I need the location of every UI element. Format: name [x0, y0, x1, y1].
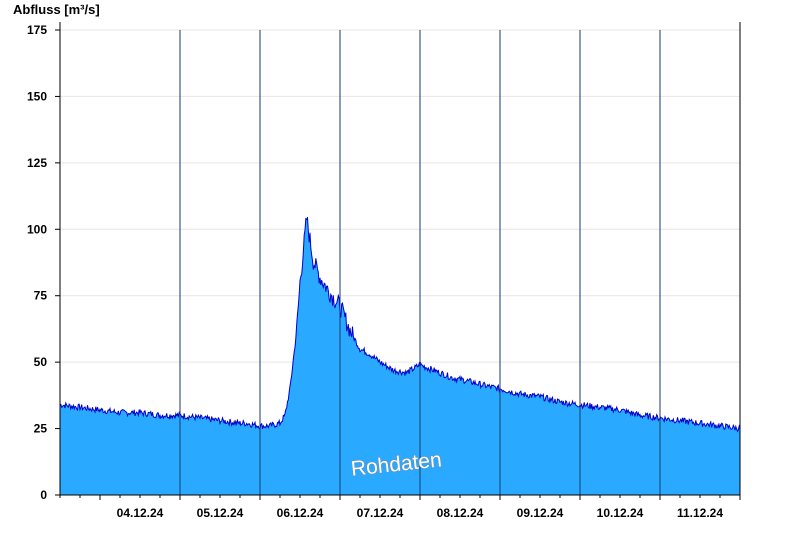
series-line — [59, 217, 741, 433]
x-tick-label-0: 04.12.24 — [117, 506, 164, 520]
x-tick-label-1: 05.12.24 — [197, 506, 244, 520]
axes — [55, 22, 741, 500]
y-tick-label-175: 175 — [27, 23, 47, 37]
y-tick-label-25: 25 — [34, 422, 48, 436]
x-tick-label-2: 06.12.24 — [277, 506, 324, 520]
x-tick-label-6: 10.12.24 — [597, 506, 644, 520]
x-tick-label-5: 09.12.24 — [517, 506, 564, 520]
y-tick-label-50: 50 — [34, 355, 48, 369]
y-tick-label-125: 125 — [27, 156, 47, 170]
y-tick-labels: 0 25 50 75 100 125 150 175 — [27, 23, 47, 502]
y-tick-label-0: 0 — [40, 488, 47, 502]
y-tick-label-100: 100 — [27, 222, 47, 236]
series-fill — [60, 217, 740, 495]
x-tick-label-7: 11.12.24 — [677, 506, 723, 520]
day-boundary-lines — [179, 30, 661, 495]
series-area — [59, 217, 741, 495]
x-tick-label-4: 08.12.24 — [437, 506, 484, 520]
y-tick-label-75: 75 — [34, 289, 48, 303]
y-tick-label-150: 150 — [27, 89, 47, 103]
gridlines — [60, 29, 740, 430]
y-axis-label: Abfluss [m³/s] — [13, 2, 100, 17]
x-tick-labels: 04.12.24 05.12.24 06.12.24 07.12.24 08.12.24… — [117, 506, 724, 520]
x-tick-label-3: 07.12.24 — [357, 506, 404, 520]
